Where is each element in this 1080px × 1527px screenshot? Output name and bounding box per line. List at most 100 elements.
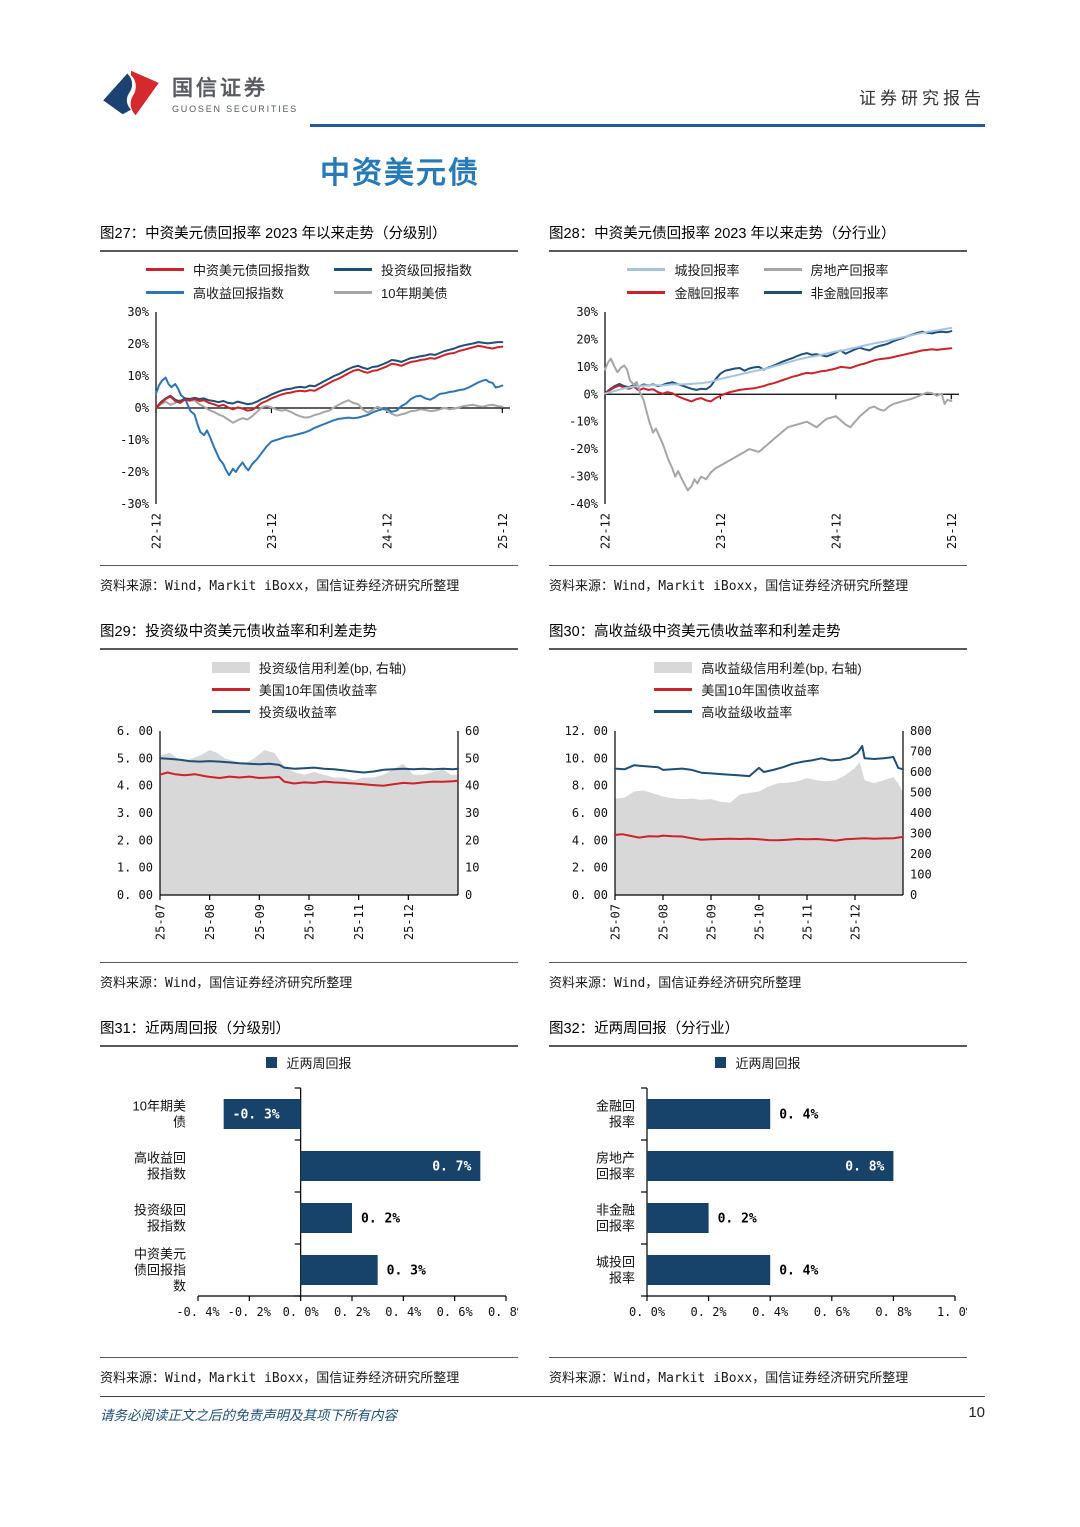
svg-text:0. 2%: 0. 2% [718, 1212, 757, 1227]
svg-text:-0. 2%: -0. 2% [228, 1305, 272, 1319]
svg-text:0. 00: 0. 00 [572, 888, 608, 902]
legend: 投资级信用利差(bp, 右轴) 美国10年国债收益率 投资级收益率 [100, 658, 518, 721]
legend: 中资美元债回报指数 投资级回报指数高收益回报指数 10年期美债 [100, 260, 518, 302]
svg-text:1. 0%: 1. 0% [937, 1305, 967, 1319]
figure-title: 图32：近两周回报（分行业） [549, 1021, 740, 1037]
svg-text:500: 500 [910, 786, 932, 800]
legend-label: 高收益级信用利差(bp, 右轴) [701, 661, 862, 676]
svg-text:20%: 20% [576, 332, 598, 346]
figure-28: 图28：中资美元债回报率 2023 年以来走势（分行业） 城投回报率 房地产回报率… [549, 220, 967, 594]
svg-text:4. 00: 4. 00 [572, 833, 608, 847]
legend-label: 近两周回报 [735, 1056, 801, 1071]
source-note: 资料来源：Wind，国信证券经济研究所整理 [100, 976, 353, 991]
svg-text:30: 30 [465, 806, 479, 820]
svg-text:城投回: 城投回 [596, 1255, 635, 1270]
legend: 城投回报率 房地产回报率 金融回报率 非金融回报率 [549, 260, 967, 302]
svg-text:-20%: -20% [569, 442, 599, 456]
brand: 国信证券 GUOSEN SECURITIES [100, 68, 298, 118]
chart-31-canvas: -0. 4% -0. 2% 0. 0% 0. 2% 0. 4% 0. 6% 0. 8% -0.… [133, 1087, 525, 1319]
svg-text:200: 200 [910, 847, 932, 861]
svg-text:10%: 10% [576, 360, 598, 374]
bar [647, 1099, 771, 1129]
svg-text:25-11: 25-11 [352, 904, 366, 940]
divider [100, 250, 518, 252]
legend-item: 金融回报率 [627, 283, 740, 302]
disclaimer-note: 请务必阅读正文之后的免责声明及其项下所有内容 [100, 1408, 397, 1423]
legend-label: 10年期美债 [381, 286, 448, 301]
legend-item: 高收益级收益率 [654, 702, 792, 721]
svg-text:600: 600 [910, 765, 932, 779]
svg-text:25-12: 25-12 [402, 904, 416, 940]
report-type-label: 证券研究报告 [859, 89, 985, 108]
svg-text:2. 00: 2. 00 [117, 833, 153, 847]
legend-line-swatch [763, 291, 802, 294]
figures-grid: 图27：中资美元债回报率 2023 年以来走势（分级别） 中资美元债回报指数 投资… [100, 220, 985, 1410]
legend-label: 金融回报率 [674, 286, 740, 301]
svg-text:20%: 20% [127, 337, 149, 351]
svg-text:25-08: 25-08 [657, 904, 671, 940]
svg-text:0. 6%: 0. 6% [437, 1305, 474, 1319]
svg-text:24-12: 24-12 [380, 513, 394, 549]
svg-text:0. 4%: 0. 4% [752, 1305, 789, 1319]
svg-text:报率: 报率 [609, 1115, 635, 1130]
svg-text:23-12: 23-12 [265, 513, 279, 549]
legend-label: 高收益级收益率 [701, 705, 793, 720]
legend-label: 高收益回报指数 [192, 286, 284, 301]
legend-line-swatch [654, 710, 693, 713]
svg-text:金融回: 金融回 [596, 1099, 635, 1114]
legend: 高收益级信用利差(bp, 右轴) 美国10年国债收益率 高收益级收益率 [549, 658, 967, 721]
svg-text:25-07: 25-07 [154, 904, 168, 940]
chart-30-canvas: 25-07 25-08 25-09 25-10 25-11 25-12 12. 00 10. … [565, 724, 932, 940]
legend-label: 非金融回报率 [810, 286, 889, 301]
legend-label: 美国10年国债收益率 [701, 683, 820, 698]
bar [300, 1203, 352, 1233]
svg-text:-30%: -30% [569, 470, 599, 484]
svg-text:10. 00: 10. 00 [565, 751, 608, 765]
legend-label: 投资级回报指数 [381, 263, 473, 278]
legend-item: 投资级信用利差(bp, 右轴) [211, 658, 406, 677]
svg-text:-40%: -40% [569, 497, 599, 511]
divider [100, 648, 518, 650]
svg-text:10: 10 [465, 861, 479, 875]
legend-label: 近两周回报 [286, 1056, 352, 1071]
svg-text:0. 8%: 0. 8% [875, 1305, 912, 1319]
page-header: 国信证券 GUOSEN SECURITIES 证券研究报告 [100, 68, 985, 118]
svg-text:2. 00: 2. 00 [572, 861, 608, 875]
svg-text:1. 00: 1. 00 [117, 861, 153, 875]
svg-text:300: 300 [910, 827, 932, 841]
legend-item: 房地产回报率 [763, 260, 889, 279]
svg-text:0. 6%: 0. 6% [814, 1305, 851, 1319]
bar [647, 1151, 894, 1181]
bar [647, 1255, 771, 1285]
svg-text:25-09: 25-09 [705, 904, 719, 940]
svg-text:中资美元: 中资美元 [134, 1247, 186, 1262]
chart-28-canvas: 22-12 23-12 24-12 25-12 30% 20% 10% 0% -10% -20% -… [569, 305, 959, 549]
legend-item: 美国10年国债收益率 [654, 680, 820, 699]
legend-item: 非金融回报率 [763, 283, 889, 302]
chart-27-canvas: 22-12 23-12 24-12 25-12 30% 20% 10% 0% -10% -20% -… [120, 305, 510, 549]
legend-area-swatch [654, 662, 693, 673]
svg-text:40: 40 [465, 779, 479, 793]
svg-text:25-10: 25-10 [303, 904, 317, 940]
figure-31: 图31：近两周回报（分级别） 近两周回报 -0. 4% -0. 2% 0. 0% 0.… [100, 1015, 525, 1386]
svg-text:800: 800 [910, 724, 932, 738]
legend-item: 高收益回报指数 [145, 283, 284, 302]
brand-name-cn: 国信证券 [172, 77, 268, 100]
page-number: 10 [968, 1404, 985, 1421]
bar [223, 1099, 301, 1129]
figure-32: 图32：近两周回报（分行业） 近两周回报 0. 0% 0. 2% 0. 4% 0. 6… [549, 1015, 974, 1386]
legend-line-swatch [211, 710, 250, 713]
svg-text:100: 100 [910, 868, 932, 882]
svg-text:6. 00: 6. 00 [572, 806, 608, 820]
svg-text:400: 400 [910, 806, 932, 820]
legend-item: 中资美元债回报指数 [145, 260, 310, 279]
svg-text:0. 7%: 0. 7% [432, 1160, 471, 1175]
svg-text:3. 00: 3. 00 [117, 806, 153, 820]
divider [549, 565, 967, 566]
svg-text:报率: 报率 [609, 1271, 635, 1286]
svg-text:回报率: 回报率 [596, 1219, 635, 1234]
legend-line-swatch [145, 268, 184, 271]
legend-label: 投资级收益率 [258, 705, 337, 720]
divider [549, 648, 967, 650]
svg-text:0. 4%: 0. 4% [779, 1264, 818, 1279]
